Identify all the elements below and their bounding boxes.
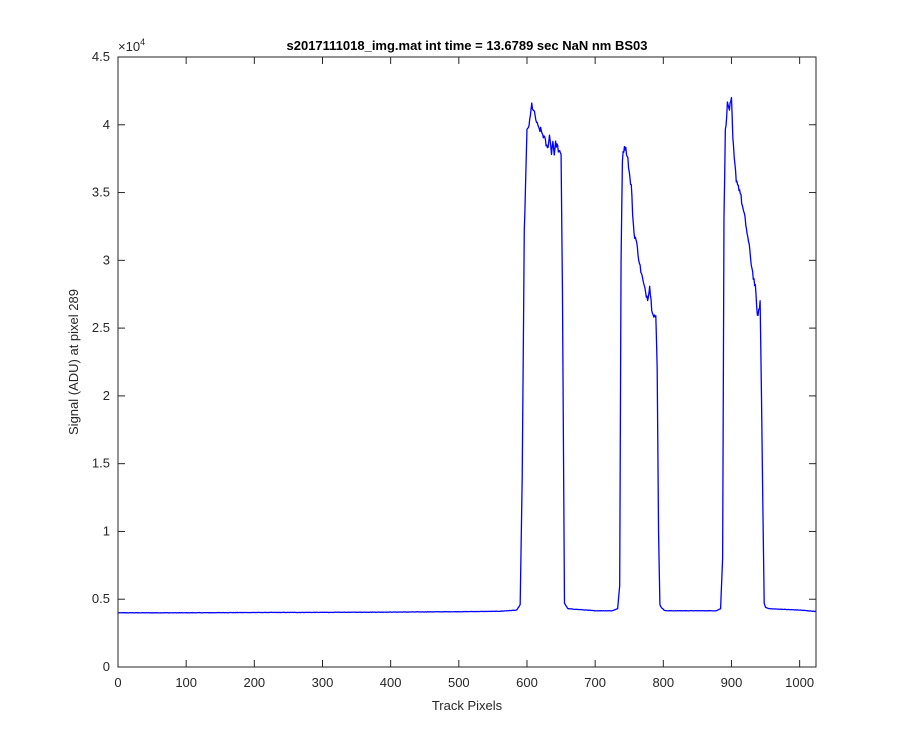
y-exponent-power: 4 <box>140 37 145 47</box>
x-tick-label: 200 <box>243 675 265 690</box>
chart-title: s2017111018_img.mat int time = 13.6789 s… <box>287 38 648 53</box>
x-tick-label: 800 <box>652 675 674 690</box>
plot-box <box>117 56 817 668</box>
data-layer <box>117 96 817 614</box>
x-tick-label: 700 <box>584 675 606 690</box>
y-exponent-base: ×10 <box>118 39 140 54</box>
x-tick-label: 1000 <box>785 675 814 690</box>
x-axis-label: Track Pixels <box>432 698 503 713</box>
x-tick-label: 0 <box>114 675 121 690</box>
y-tick-label: 3.5 <box>92 185 110 200</box>
y-tick-label: 0 <box>103 659 110 674</box>
x-tick-label: 900 <box>721 675 743 690</box>
y-tick-label: 4.5 <box>92 49 110 64</box>
y-tick-label: 1.5 <box>92 456 110 471</box>
x-tick-label: 400 <box>380 675 402 690</box>
x-tick-label: 600 <box>516 675 538 690</box>
y-tick-label: 4 <box>103 117 110 132</box>
y-axis-label: Signal (ADU) at pixel 289 <box>66 289 81 435</box>
y-tick-label: 1 <box>103 523 110 538</box>
x-tick-label: 300 <box>312 675 334 690</box>
y-tick-label: 0.5 <box>92 591 110 606</box>
y-tick-label: 2 <box>103 388 110 403</box>
x-tick-label: 100 <box>175 675 197 690</box>
tick-layer: 0 100 200 300 400 500 600 700 800 900 1000 0 0.5 1 1.5… <box>92 49 816 690</box>
y-tick-label: 3 <box>103 252 110 267</box>
series-line <box>117 96 817 614</box>
plot-area <box>118 57 816 667</box>
x-tick-label: 500 <box>448 675 470 690</box>
y-axis-exponent: ×104 <box>118 37 145 54</box>
y-tick-label: 2.5 <box>92 320 110 335</box>
